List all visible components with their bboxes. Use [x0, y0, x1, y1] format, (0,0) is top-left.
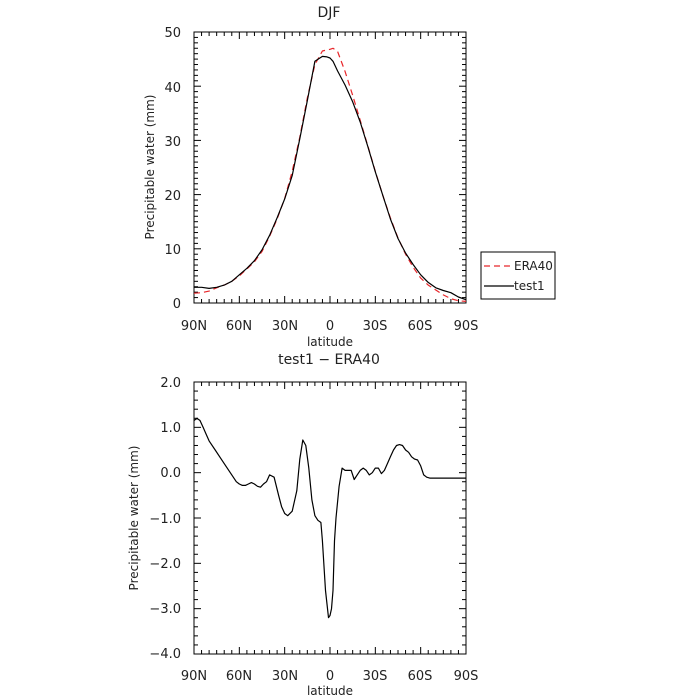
y-tick-label: −3.0 — [149, 602, 181, 617]
legend: ERA40 test1 — [480, 251, 556, 300]
top-chart-x-tick-labels: 90N 60N 30N 0 30S 60S 90S — [181, 319, 479, 334]
bottom-chart-x-axis-label: latitude — [307, 684, 353, 698]
series-line-test1 — [194, 55, 467, 301]
top-chart-y-tick-labels: 0 10 20 30 40 50 — [164, 26, 181, 312]
bottom-chart-title: test1 − ERA40 — [278, 352, 380, 368]
x-tick-label: 60S — [408, 319, 433, 334]
top-chart-x-axis-label: latitude — [307, 335, 353, 349]
y-tick-label: −4.0 — [149, 647, 181, 662]
x-tick-label: 0 — [326, 319, 334, 334]
x-tick-label: 30S — [363, 319, 388, 334]
x-tick-label: 30N — [272, 669, 298, 684]
x-tick-label: 0 — [326, 669, 334, 684]
y-tick-label: 50 — [164, 26, 181, 41]
top-chart-y-axis-label: Precipitable water (mm) — [143, 95, 157, 240]
y-tick-label: −1.0 — [149, 512, 181, 527]
x-tick-label: 90S — [454, 319, 479, 334]
series-line-difference — [193, 417, 466, 619]
top-chart-series-group — [193, 47, 467, 302]
x-tick-label: 30N — [272, 319, 298, 334]
x-tick-label: 90N — [181, 669, 207, 684]
y-tick-label: 40 — [164, 81, 181, 96]
top-chart-title: DJF — [318, 5, 341, 21]
bottom-chart-panel: test1 − ERA40 2.0 1.0 0.0 −1.0 −2.0 −3.0… — [127, 352, 478, 698]
y-tick-label: 0.0 — [160, 466, 181, 481]
y-tick-label: 0 — [173, 297, 181, 312]
x-tick-label: 30S — [363, 669, 388, 684]
legend-box — [480, 251, 556, 300]
legend-label-test1: test1 — [514, 279, 545, 293]
x-tick-label: 60N — [226, 319, 252, 334]
x-tick-label: 60S — [408, 669, 433, 684]
y-tick-label: 2.0 — [160, 376, 181, 391]
top-chart-tick-marks — [193, 31, 467, 304]
x-tick-label: 60N — [226, 669, 252, 684]
bottom-chart-y-tick-labels: 2.0 1.0 0.0 −1.0 −2.0 −3.0 −4.0 — [149, 376, 181, 662]
series-line-era40 — [193, 47, 467, 302]
y-tick-label: 1.0 — [160, 421, 181, 436]
bottom-chart-series-group — [193, 417, 466, 619]
bottom-chart-tick-marks — [193, 381, 467, 655]
x-tick-label: 90N — [181, 319, 207, 334]
legend-label-era40: ERA40 — [514, 259, 553, 273]
x-tick-label: 90S — [454, 669, 479, 684]
y-tick-label: −2.0 — [149, 557, 181, 572]
bottom-chart-y-axis-label: Precipitable water (mm) — [127, 446, 141, 591]
y-tick-label: 30 — [164, 135, 181, 150]
bottom-chart-x-tick-labels: 90N 60N 30N 0 30S 60S 90S — [181, 669, 479, 684]
top-chart-panel: DJF 0 10 20 30 40 50 90N 60N 30N 0 30S 6… — [143, 5, 556, 349]
top-chart-frame — [193, 31, 467, 304]
y-tick-label: 10 — [164, 243, 181, 258]
y-tick-label: 20 — [164, 189, 181, 204]
